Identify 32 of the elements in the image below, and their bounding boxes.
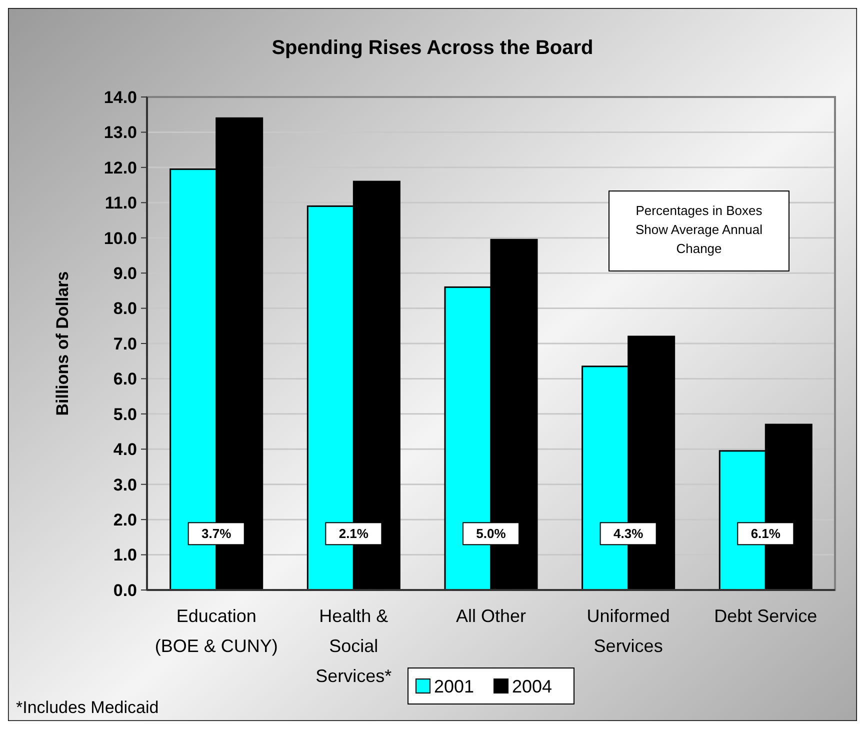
text: *Includes Medicaid — [16, 698, 159, 717]
y-axis-title: Billions of Dollars — [53, 271, 72, 416]
legend-label: 2001 — [434, 676, 474, 696]
chart-title: Spending Rises Across the Board — [272, 37, 594, 59]
y-tick-label: 4.0 — [113, 440, 137, 460]
legend-label: 2004 — [512, 676, 552, 696]
note-box: Percentages in Boxes Show Average Annual Change — [608, 190, 790, 272]
y-tick-label: 3.0 — [113, 475, 137, 494]
y-tick-label: 8.0 — [113, 299, 137, 318]
x-tick-label: Health & Social Services* — [316, 606, 392, 686]
annotation: Percentages in Boxes Show Average Annual Change — [636, 203, 763, 256]
y-tick-label: 12.0 — [104, 158, 137, 178]
y-tick-label: 9.0 — [113, 264, 137, 284]
y-tick-label: 1.0 — [113, 546, 137, 565]
x-tick-label: All Other — [456, 606, 526, 626]
annotation: 6.1% — [750, 526, 781, 542]
annotation: 5.0% — [476, 526, 506, 542]
y-tick-label: 14.0 — [104, 88, 137, 107]
y-tick-label: 7.0 — [113, 334, 137, 354]
y-tick-label: 0.0 — [113, 580, 137, 600]
x-tick-label: Debt Service — [714, 606, 818, 626]
y-tick-label: 10.0 — [104, 228, 137, 248]
y-tick-label: 11.0 — [104, 194, 137, 213]
annotation: 4.3% — [614, 526, 644, 542]
x-tick-label: Education (BOE & CUNY) — [154, 606, 278, 656]
annotation: 2.1% — [338, 526, 369, 542]
x-tick-label: Uniformed Services — [586, 606, 670, 656]
y-tick-label: 5.0 — [113, 404, 137, 424]
annotation: 3.7% — [202, 526, 232, 542]
y-tick-label: 6.0 — [113, 370, 137, 389]
y-tick-label: 13.0 — [104, 123, 137, 142]
y-tick-label: 2.0 — [113, 510, 137, 530]
